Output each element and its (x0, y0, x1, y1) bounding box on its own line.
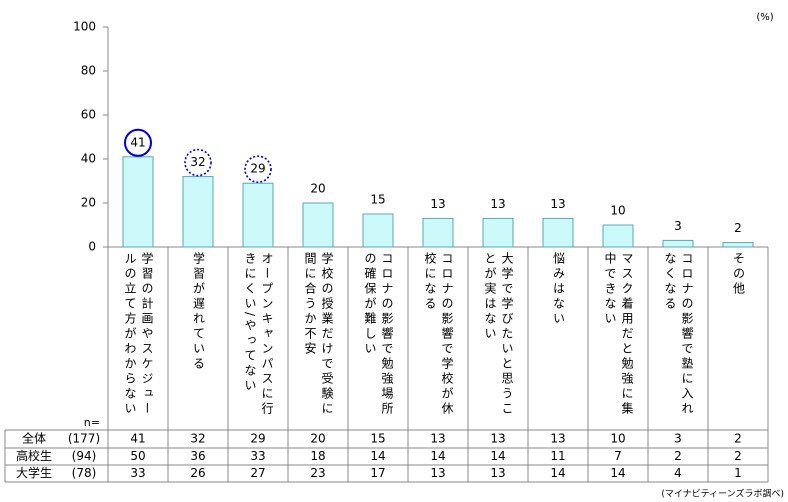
table-cell: 11 (550, 449, 565, 463)
table-cell: 17 (370, 466, 385, 480)
table-cell: 29 (250, 432, 265, 446)
table-cell: 1 (734, 466, 742, 480)
table-cell: 18 (310, 449, 325, 463)
table-cell: 14 (490, 449, 505, 463)
value-label: 29 (250, 162, 265, 176)
row-label: 大学生 (16, 465, 52, 480)
bar (602, 224, 634, 248)
table-cell: 2 (734, 449, 742, 463)
unit-label: (%) (756, 12, 773, 23)
table-cell: 7 (614, 449, 622, 463)
source: (マイナビティーンズラボ調べ) (661, 488, 784, 500)
table-cell: 2 (734, 432, 742, 446)
row-n: (94) (72, 449, 97, 463)
y-tick-label: 20 (81, 196, 96, 210)
value-label: 3 (674, 219, 682, 233)
table-cell: 50 (130, 449, 145, 463)
table-cell: 23 (310, 466, 325, 480)
table-cell: 26 (190, 466, 205, 480)
table-cell: 33 (130, 466, 145, 480)
bar (242, 182, 274, 248)
bar (542, 217, 574, 248)
x-tick-label: コロナの影響で学校が休校になる (423, 252, 454, 417)
x-tick-label: コロナの影響で塾に入れなくなる (663, 252, 694, 417)
table-cell: 14 (610, 466, 625, 480)
value-label: 2 (734, 221, 742, 235)
row-label: 高校生 (16, 448, 52, 463)
value-label: 10 (610, 204, 625, 218)
y-tick-label: 60 (81, 108, 96, 122)
table-cell: 36 (190, 449, 205, 463)
bar (302, 202, 334, 248)
table-cell: 3 (674, 432, 682, 446)
value-label: 15 (370, 193, 385, 207)
table-cell: 14 (370, 449, 385, 463)
bar (482, 217, 514, 248)
value-label: 20 (310, 182, 325, 196)
value-label: 41 (130, 135, 145, 149)
bar (362, 213, 394, 248)
bar (662, 239, 694, 248)
table-cell: 13 (550, 432, 565, 446)
bar (182, 176, 214, 248)
table-cell: 4 (674, 466, 682, 480)
row-label: 全体 (22, 431, 46, 446)
table-cell: 14 (550, 466, 565, 480)
x-tick-label: オープンキャンパスに行きにくい/やってない (243, 252, 274, 417)
highlight-circle (244, 155, 272, 183)
n-label: n= (84, 416, 100, 429)
row-n: (177) (68, 432, 100, 446)
table-cell: 41 (130, 432, 145, 446)
x-tick-label: 大学で学びたいと思うことが実はない (483, 252, 514, 417)
highlight-circle (184, 148, 212, 177)
table-cell: 15 (370, 432, 385, 446)
value-label: 32 (190, 155, 205, 169)
x-tick-label: マスク着用だと勉強に集中できない (603, 252, 634, 417)
bar (722, 242, 754, 248)
x-tick-label: その他 (731, 252, 746, 297)
table-cell: 27 (250, 466, 265, 480)
x-tick-label: コロナの影響で勉強場所の確保が難しい (363, 252, 394, 417)
y-tick-label: 100 (73, 20, 96, 34)
x-tick-label: 学習が遅れている (191, 252, 206, 372)
x-tick-label: 悩みはない (551, 252, 566, 327)
table-cell: 32 (190, 432, 205, 446)
table-cell: 33 (250, 449, 265, 463)
highlight-circle (124, 128, 152, 157)
x-tick-label: 学校の授業だけで受験に間に合うか不安 (303, 252, 334, 417)
table-cell: 13 (490, 432, 505, 446)
table-cell: 13 (490, 466, 505, 480)
y-tick-label: 0 (88, 240, 96, 254)
table-cell: 13 (430, 432, 445, 446)
bar (422, 217, 454, 248)
value-label: 13 (550, 197, 565, 211)
y-tick-label: 80 (81, 64, 96, 78)
table-cell: 14 (430, 449, 445, 463)
value-label: 13 (430, 197, 445, 211)
value-label: 13 (490, 197, 505, 211)
table-cell: 13 (430, 466, 445, 480)
x-tick-label: 学習の計画やスケジュールの立て方がわからない (123, 252, 154, 417)
table-cell: 20 (310, 432, 325, 446)
row-n: (78) (72, 466, 97, 480)
y-tick-label: 40 (81, 152, 96, 166)
table-cell: 2 (674, 449, 682, 463)
table-cell: 10 (610, 432, 625, 446)
bar (122, 156, 154, 248)
